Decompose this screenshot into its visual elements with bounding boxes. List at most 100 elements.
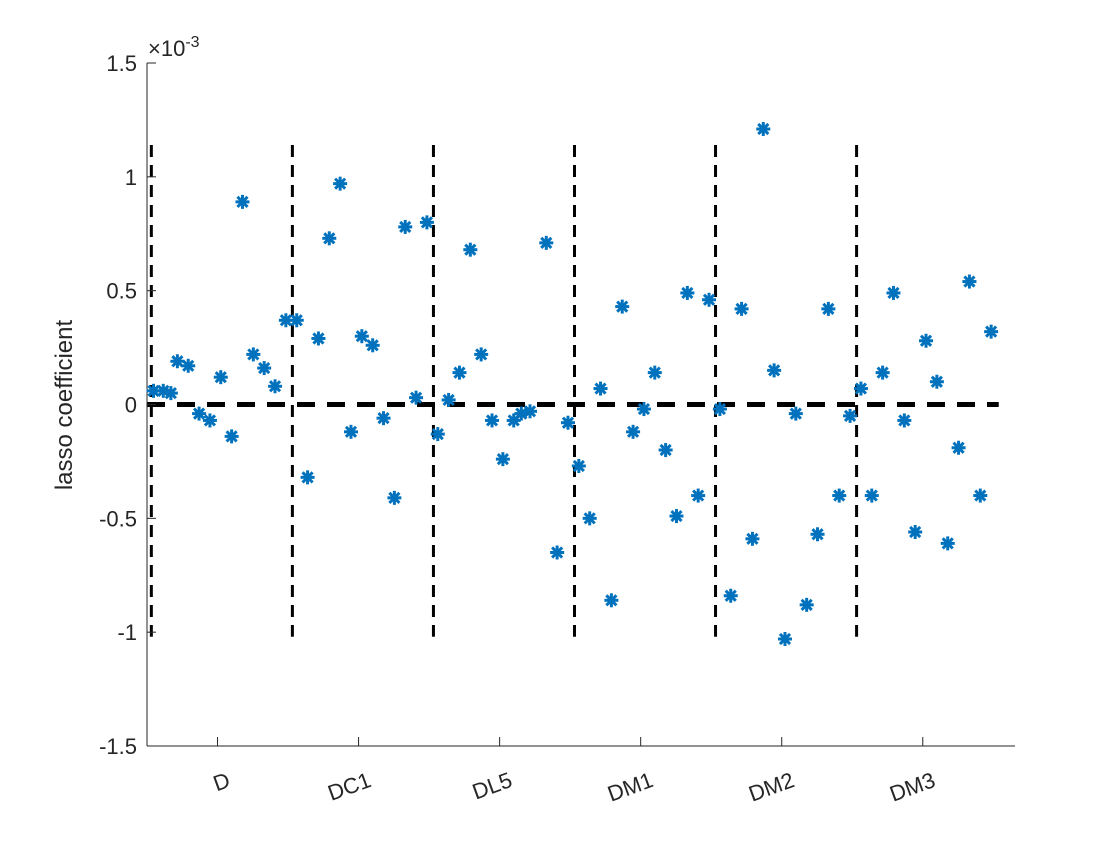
data-point	[626, 424, 641, 439]
data-point	[474, 347, 489, 362]
data-point	[788, 406, 803, 421]
data-point	[235, 194, 250, 209]
data-point	[300, 470, 315, 485]
data-point	[419, 215, 434, 230]
data-point	[550, 545, 565, 560]
data-point	[365, 338, 380, 353]
y-tick-label: -1	[117, 620, 137, 645]
data-point	[354, 329, 369, 344]
data-point	[495, 452, 510, 467]
data-point	[853, 381, 868, 396]
y-exponent-base: ×10	[148, 36, 185, 61]
data-point	[224, 429, 239, 444]
data-point	[398, 219, 413, 234]
data-point	[409, 390, 424, 405]
data-point	[734, 301, 749, 316]
data-point	[908, 524, 923, 539]
data-point	[940, 536, 955, 551]
data-point	[343, 424, 358, 439]
x-tick-label: DM3	[886, 767, 938, 806]
data-point	[951, 440, 966, 455]
y-tick-label: -0.5	[99, 506, 137, 531]
data-point	[163, 386, 178, 401]
y-tick-label: 0	[125, 393, 137, 418]
data-point	[843, 408, 858, 423]
data-point	[430, 427, 445, 442]
data-point	[582, 511, 597, 526]
x-tick-label: DM1	[604, 767, 656, 806]
y-tick-label: 1	[125, 165, 137, 190]
data-point	[604, 593, 619, 608]
data-point	[919, 333, 934, 348]
data-point	[864, 488, 879, 503]
data-point	[973, 488, 988, 503]
data-point	[146, 383, 161, 398]
data-point	[615, 299, 630, 314]
data-point	[322, 231, 337, 246]
data-point	[647, 365, 662, 380]
data-point	[387, 490, 402, 505]
data-point	[257, 361, 272, 376]
data-point	[745, 531, 760, 546]
data-point	[246, 347, 261, 362]
data-point	[767, 363, 782, 378]
data-point	[593, 381, 608, 396]
data-point	[463, 242, 478, 257]
data-point	[539, 235, 554, 250]
data-point	[268, 379, 283, 394]
y-tick-label: 0.5	[106, 279, 137, 304]
data-point	[523, 404, 538, 419]
data-point	[213, 370, 228, 385]
data-point	[756, 122, 771, 137]
data-point	[452, 365, 467, 380]
data-point	[875, 365, 890, 380]
x-tick-label: DM2	[745, 767, 797, 806]
y-exponent-power: -3	[185, 34, 199, 51]
data-point	[192, 406, 207, 421]
data-point	[962, 274, 977, 289]
data-point	[712, 402, 727, 417]
data-point	[485, 413, 500, 428]
data-point	[333, 176, 348, 191]
data-point	[777, 631, 792, 646]
y-axis-label: lasso coefficient	[51, 320, 78, 491]
data-point	[723, 588, 738, 603]
data-point	[658, 443, 673, 458]
y-tick-label: -1.5	[99, 734, 137, 759]
data-point	[441, 392, 456, 407]
data-point	[821, 301, 836, 316]
data-point	[202, 413, 217, 428]
data-point	[691, 488, 706, 503]
data-point	[984, 324, 999, 339]
data-point	[560, 415, 575, 430]
data-point	[289, 313, 304, 328]
data-point	[897, 413, 912, 428]
tick-labels: -1.5 -1 -0.5 0 0.5 1 1.5 D DC1 DL5 DM1 DM2 DM3	[99, 51, 938, 807]
y-axis-exponent-label: ×10-3	[148, 34, 200, 61]
data-point	[669, 509, 684, 524]
data-point	[636, 402, 651, 417]
data-point	[278, 313, 293, 328]
x-tick-label: D	[210, 767, 233, 796]
data-point	[810, 527, 825, 542]
data-point	[799, 597, 814, 612]
data-point	[702, 292, 717, 307]
y-tick-label: 1.5	[106, 51, 137, 76]
data-point	[170, 354, 185, 369]
x-tick-label: DC1	[324, 767, 374, 806]
group-dividers	[149, 144, 859, 637]
data-point	[376, 411, 391, 426]
data-points	[146, 122, 999, 646]
axes	[146, 62, 1015, 747]
data-point	[832, 488, 847, 503]
data-point	[311, 331, 326, 346]
data-point	[181, 358, 196, 373]
data-point	[571, 458, 586, 473]
data-point	[886, 285, 901, 300]
data-point	[680, 285, 695, 300]
data-point	[929, 374, 944, 389]
data-point	[506, 413, 521, 428]
x-tick-label: DL5	[469, 767, 515, 804]
